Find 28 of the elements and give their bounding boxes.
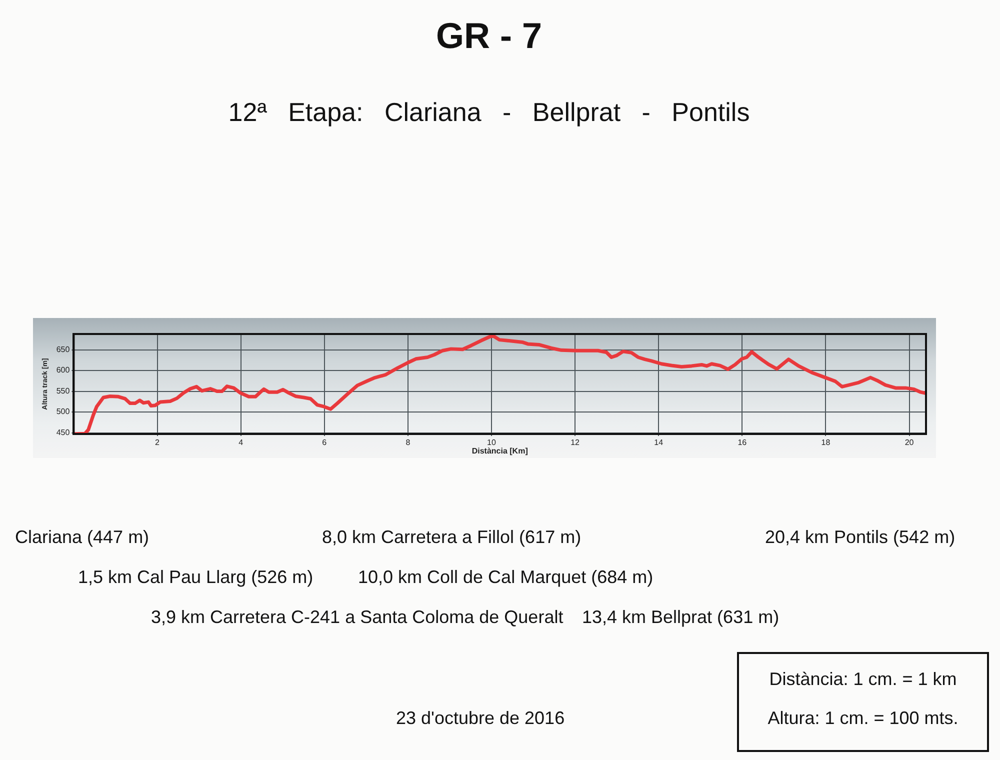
text: 3,9 km Carretera C-241 a Santa Coloma de Queralt xyxy=(151,607,564,627)
text: 13,4 km Bellprat (631 m) xyxy=(582,607,780,627)
text: 10,0 km Coll de Cal Marquet (684 m) xyxy=(358,567,654,587)
x-tick-label: 2 xyxy=(155,438,160,448)
text: 23 d'octubre de 2016 xyxy=(396,708,565,728)
x-tick-label: 8 xyxy=(406,438,411,448)
chart-title: GR - 7 xyxy=(436,15,542,56)
text: Clariana (447 m) xyxy=(15,527,150,547)
x-tick-label: 6 xyxy=(322,438,328,448)
y-tick-label: 500 xyxy=(56,407,70,416)
x-tick-label: 14 xyxy=(654,438,664,448)
text: 20,4 km Pontils (542 m) xyxy=(765,527,956,547)
y-tick-label: 450 xyxy=(56,428,70,437)
text: Altura: 1 cm. = 100 mts. xyxy=(768,708,958,728)
x-tick-label: 10 xyxy=(487,438,496,448)
text: 1,5 km Cal Pau Llarg (526 m) xyxy=(78,567,314,587)
x-axis-title: Distància [Km] xyxy=(472,446,528,456)
x-tick-label: 16 xyxy=(738,438,748,448)
y-tick-label: 650 xyxy=(56,344,70,354)
x-tick-label: 18 xyxy=(821,438,831,448)
y-tick-label: 600 xyxy=(56,366,70,375)
y-tick-label: 550 xyxy=(56,386,70,396)
x-tick-label: 4 xyxy=(238,438,244,448)
chart-subtitle: 12ª Etapa: Clariana - Bellprat - Pontils xyxy=(228,97,750,127)
text: 8,0 km Carretera a Fillol (617 m) xyxy=(322,527,582,547)
x-tick-label: 20 xyxy=(904,438,914,448)
x-tick-label: 12 xyxy=(570,438,580,448)
text: Distància: 1 cm. = 1 km xyxy=(769,669,957,689)
